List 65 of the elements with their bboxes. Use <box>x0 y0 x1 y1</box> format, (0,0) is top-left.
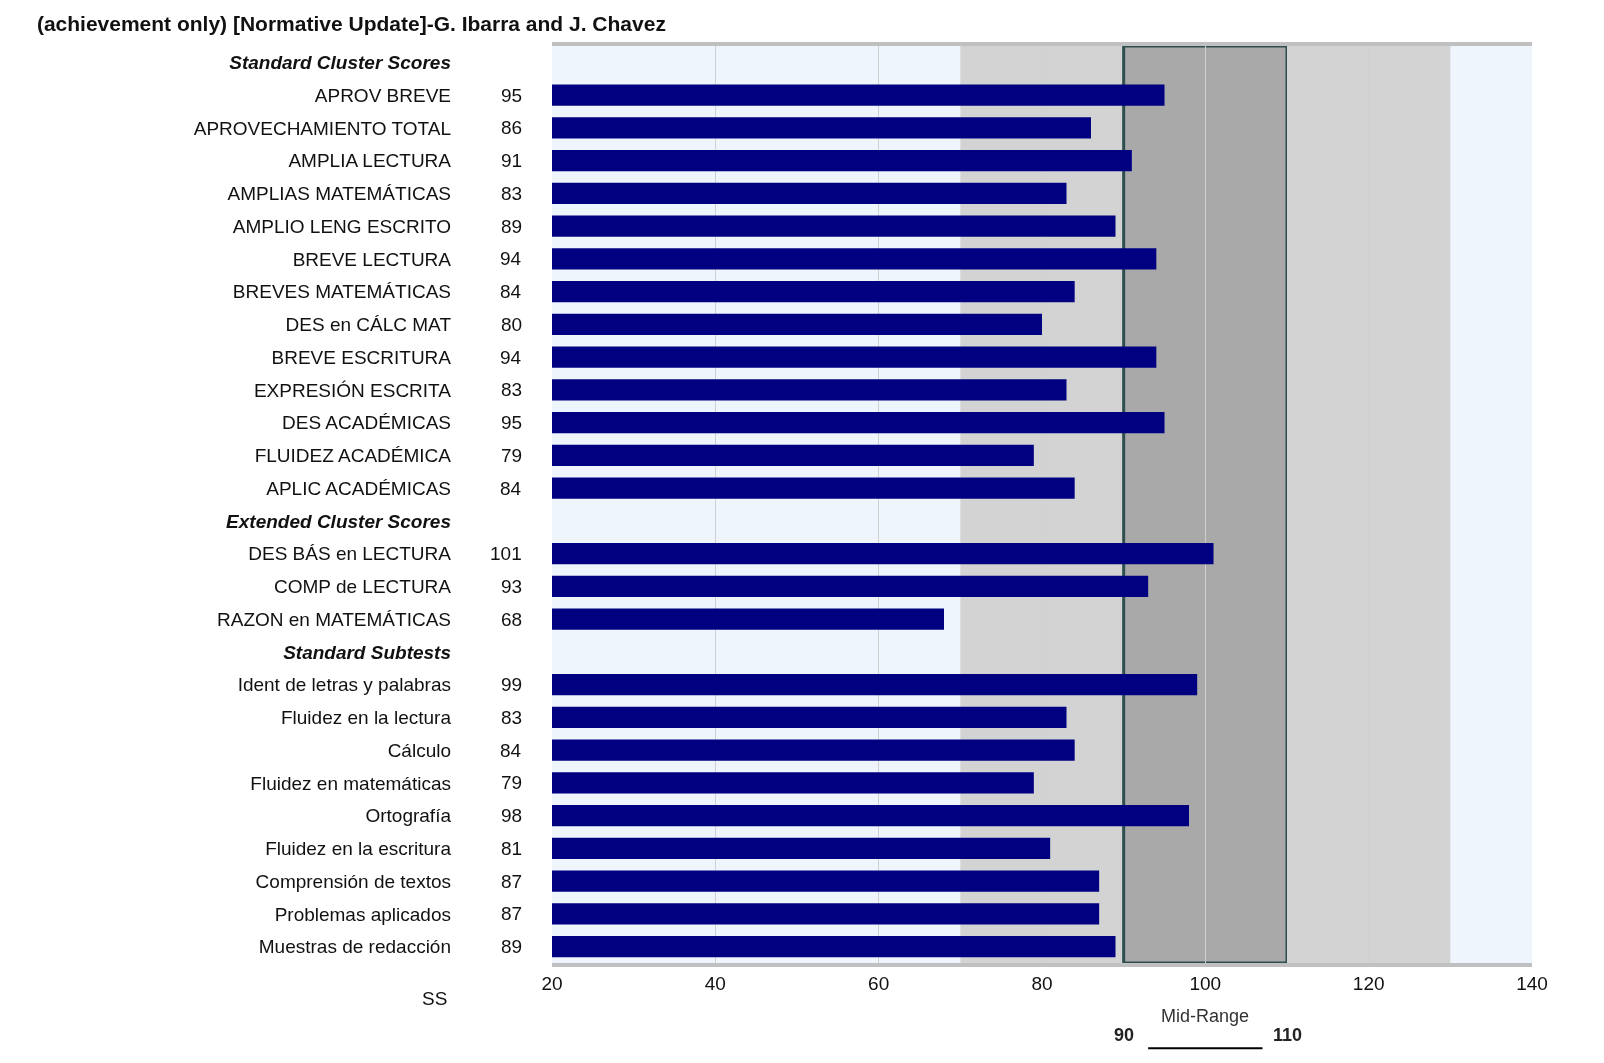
data-label: 94 <box>500 248 522 269</box>
y-tick-label: APROVECHAMIENTO TOTAL <box>193 117 451 139</box>
data-label: 89 <box>501 936 523 957</box>
y-tick-label: RAZON en MATEMÁTICAS <box>216 608 451 630</box>
y-tick-label: Fluidez en matemáticas <box>250 772 451 794</box>
data-label: 84 <box>500 740 522 761</box>
data-label: 84 <box>500 281 522 302</box>
data-label: 83 <box>501 707 523 728</box>
y-tick-label: Standard Cluster Scores <box>229 52 451 74</box>
data-label: 95 <box>501 412 523 433</box>
y-tick-label: DES BÁS en LECTURA <box>248 543 452 565</box>
x-tick-label: 20 <box>541 972 563 994</box>
data-label: 81 <box>501 838 523 859</box>
data-label: 99 <box>501 674 523 695</box>
y-tick-label: DES en CÁLC MAT <box>285 314 452 336</box>
y-tick-label: APLIC ACADÉMICAS <box>266 477 451 499</box>
y-tick-label: COMP de LECTURA <box>273 576 452 598</box>
text: 110 <box>1273 1025 1303 1045</box>
band-label: Mid-Range <box>1161 1006 1250 1026</box>
data-label: 87 <box>501 903 523 924</box>
y-tick-label: Ident de letras y palabras <box>237 674 451 696</box>
y-tick-label: BREVES MATEMÁTICAS <box>232 281 451 303</box>
data-label: 79 <box>501 445 523 466</box>
y-tick-label: AMPLIA LECTURA <box>288 150 452 172</box>
y-tick-label: BREVE ESCRITURA <box>271 346 452 368</box>
y-tick-label: DES ACADÉMICAS <box>282 412 451 434</box>
y-tick-label: AMPLIAS MATEMÁTICAS <box>227 183 451 205</box>
y-tick-label: APROV BREVE <box>314 84 451 106</box>
text: SS <box>422 988 448 1009</box>
data-label: 79 <box>501 772 523 793</box>
y-tick-label: Extended Cluster Scores <box>226 510 451 532</box>
data-label: 87 <box>501 871 523 892</box>
data-label: 83 <box>501 183 523 204</box>
data-label: 101 <box>490 543 522 564</box>
y-tick-label: AMPLIO LENG ESCRITO <box>232 215 451 237</box>
y-tick-label: Fluidez en la lectura <box>280 707 452 729</box>
y-tick-label: BREVE LECTURA <box>292 248 452 270</box>
y-tick-label: EXPRESIÓN ESCRITA <box>253 379 452 401</box>
x-tick-label: 40 <box>704 972 726 994</box>
y-tick-label: Standard Subtests <box>283 641 451 663</box>
data-label: 89 <box>501 216 523 237</box>
data-label: 91 <box>501 150 523 171</box>
x-tick-label: 120 <box>1352 972 1385 994</box>
x-tick-label: 80 <box>1031 972 1053 994</box>
data-label: 86 <box>501 117 523 138</box>
x-tick-label: 60 <box>868 972 890 994</box>
data-label: 94 <box>500 347 522 368</box>
data-label: 83 <box>501 379 523 400</box>
y-tick-label: FLUIDEZ ACADÉMICA <box>254 445 452 467</box>
x-tick-label: 140 <box>1516 972 1548 994</box>
data-label: 93 <box>501 576 523 597</box>
data-label: 80 <box>501 314 523 335</box>
y-tick-label: Comprensión de textos <box>255 870 451 892</box>
text: 90 <box>1114 1025 1135 1045</box>
y-tick-label: Fluidez en la escritura <box>265 838 452 860</box>
data-label: 68 <box>501 609 523 630</box>
text: (achievement only) [Normative Update]-G. Ibarra and J. Chavez <box>36 11 666 35</box>
y-tick-label: Problemas aplicados <box>274 903 451 925</box>
y-tick-label: Cálculo <box>387 739 451 761</box>
data-label: 95 <box>501 85 523 106</box>
y-tick-label: Muestras de redacción <box>258 936 451 958</box>
data-label: 84 <box>500 478 522 499</box>
x-tick-label: 100 <box>1189 972 1222 994</box>
data-label: 98 <box>501 805 523 826</box>
y-tick-label: Ortografía <box>365 805 452 827</box>
